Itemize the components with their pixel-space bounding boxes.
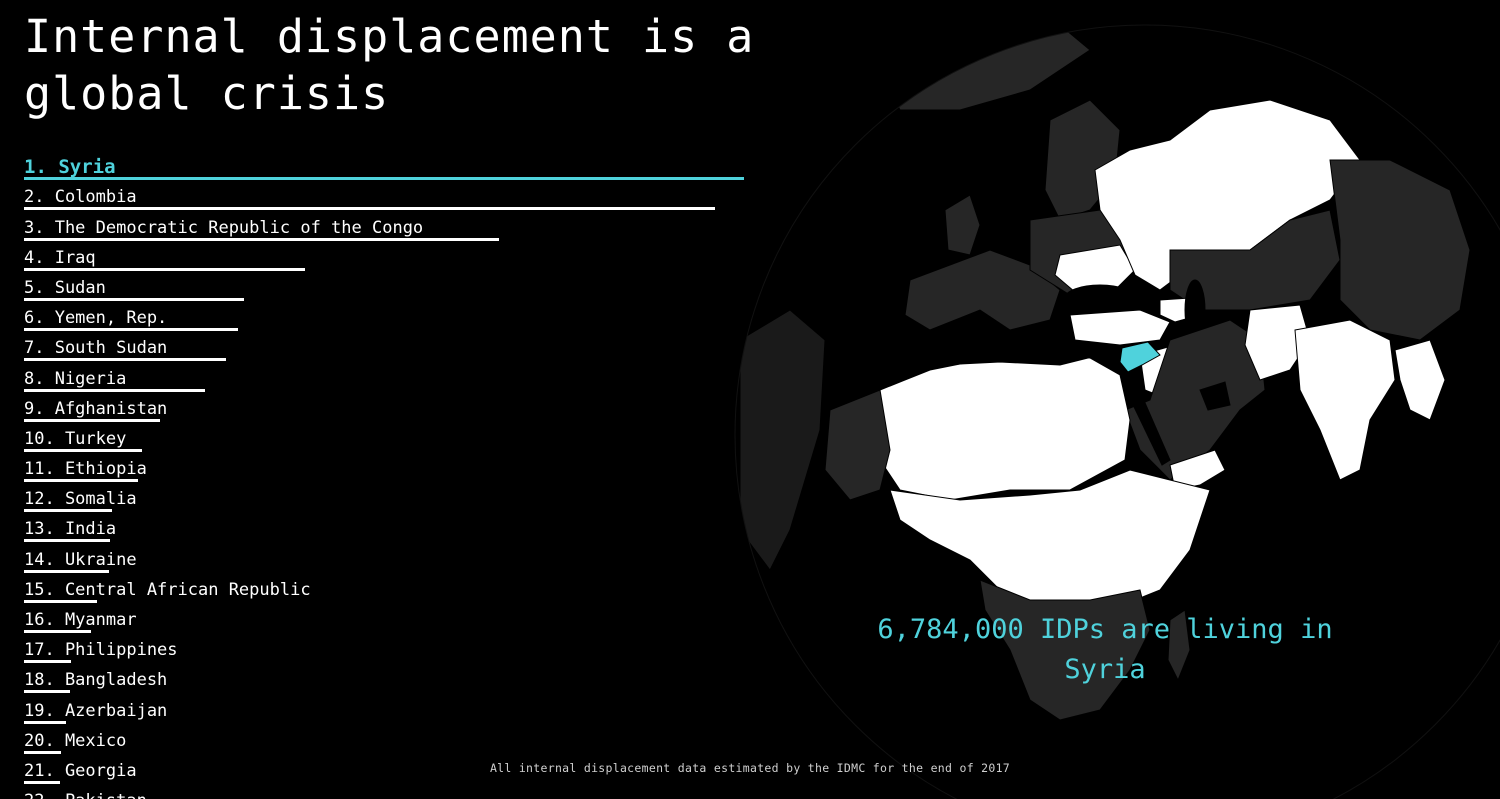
country-rank-item[interactable]: 5. Sudan <box>24 273 764 303</box>
country-rank-label: 17. Philippines <box>24 640 178 661</box>
country-rank-label: 8. Nigeria <box>24 368 127 389</box>
region-north-africa <box>879 354 1131 501</box>
country-rank-bar <box>24 267 306 271</box>
country-rank-item[interactable]: 4. Iraq <box>24 243 764 273</box>
country-afghanistan-pakistan <box>1244 304 1311 381</box>
country-rank-label: 2. Colombia <box>24 187 137 208</box>
black-sea <box>1064 284 1136 312</box>
region-east-asia <box>1329 159 1471 341</box>
page-title: Internal displacement is a global crisis <box>24 10 755 120</box>
country-rank-label: 10. Turkey <box>24 428 127 449</box>
region-western-europe <box>904 249 1061 331</box>
country-rank-bar <box>24 448 143 452</box>
country-rank-item[interactable]: 19. Azerbaijan <box>24 695 764 725</box>
country-ranking-list: 1. Syria 2. Colombia 3. The Democratic Rep… <box>24 152 764 799</box>
source-note: All internal displacement data estimated… <box>489 761 1011 775</box>
country-rank-bar <box>24 177 744 181</box>
country-bangladesh-myanmar <box>1394 339 1446 421</box>
country-rank-label: 3. The Democratic Republic of the Congo <box>24 217 424 238</box>
country-rank-label: 4. Iraq <box>24 247 96 268</box>
country-rank-label: 14. Ukraine <box>24 549 137 570</box>
country-rank-bar <box>24 418 161 422</box>
country-rank-item[interactable]: 13. India <box>24 514 764 544</box>
country-rank-label: 18. Bangladesh <box>24 670 168 691</box>
country-rank-label: 1. Syria <box>24 156 116 179</box>
red-sea <box>1121 379 1171 466</box>
country-rank-label: 19. Azerbaijan <box>24 700 168 721</box>
country-rank-bar <box>24 509 112 513</box>
region-west-africa <box>824 389 891 501</box>
country-rank-label: 22. Pakistan <box>24 791 147 799</box>
country-rank-bar <box>24 569 109 573</box>
country-rank-item[interactable]: 18. Bangladesh <box>24 665 764 695</box>
country-rank-item[interactable]: 1. Syria <box>24 152 764 182</box>
country-rank-bar <box>24 237 500 241</box>
country-rank-item[interactable]: 15. Central African Republic <box>24 575 764 605</box>
country-rank-item[interactable]: 10. Turkey <box>24 424 764 454</box>
country-rank-bar <box>24 660 72 664</box>
country-rank-label: 6. Yemen, Rep. <box>24 308 168 329</box>
idp-caption: 6,784,000 IDPs are living in Syria <box>830 610 1380 690</box>
country-rank-item[interactable]: 3. The Democratic Republic of the Congo <box>24 212 764 242</box>
country-rank-item[interactable]: 11. Ethiopia <box>24 454 764 484</box>
country-rank-bar <box>24 207 715 211</box>
country-rank-item[interactable]: 7. South Sudan <box>24 333 764 363</box>
globe-map[interactable] <box>730 10 1500 799</box>
country-india <box>1294 319 1396 481</box>
country-rank-item[interactable]: 16. Myanmar <box>24 605 764 635</box>
persian-gulf <box>1199 381 1231 411</box>
country-rank-label: 16. Myanmar <box>24 610 137 630</box>
country-rank-bar <box>24 780 60 784</box>
country-rank-label: 9. Afghanistan <box>24 398 168 419</box>
country-rank-item[interactable]: 12. Somalia <box>24 484 764 514</box>
country-rank-label: 7. South Sudan <box>24 338 168 359</box>
mediterranean-sea <box>908 334 1101 366</box>
country-rank-bar <box>24 750 61 754</box>
country-rank-label: 11. Ethiopia <box>24 459 147 480</box>
country-rank-bar <box>24 297 244 301</box>
country-rank-item[interactable]: 22. Pakistan <box>24 786 764 799</box>
country-russia <box>1094 99 1361 291</box>
region-southern-africa <box>979 579 1151 721</box>
country-united-kingdom <box>944 194 981 256</box>
country-rank-item[interactable]: 9. Afghanistan <box>24 394 764 424</box>
country-madagascar <box>1167 609 1191 682</box>
country-rank-bar <box>24 328 238 332</box>
country-rank-bar <box>24 630 92 633</box>
country-rank-item[interactable]: 2. Colombia <box>24 182 764 212</box>
region-central-east-africa <box>889 469 1211 611</box>
caption-text: IDPs are living in <box>1039 614 1333 645</box>
caption-country: Syria <box>1064 654 1146 685</box>
country-rank-bar <box>24 720 66 724</box>
country-rank-bar <box>24 539 110 543</box>
country-rank-label: 12. Somalia <box>24 489 137 510</box>
country-rank-item[interactable]: 8. Nigeria <box>24 363 764 393</box>
country-rank-bar <box>24 358 226 362</box>
country-syria-highlight[interactable] <box>1119 341 1161 373</box>
country-rank-label: 13. India <box>24 519 117 540</box>
globe-outline <box>734 24 1500 799</box>
country-rank-bar <box>24 388 206 392</box>
country-rank-item[interactable]: 6. Yemen, Rep. <box>24 303 764 333</box>
country-turkey <box>1069 309 1171 346</box>
globe-svg <box>734 24 1500 799</box>
country-rank-label: 15. Central African Republic <box>24 579 311 600</box>
country-rank-item[interactable]: 14. Ukraine <box>24 544 764 574</box>
country-rank-label: 5. Sudan <box>24 277 106 298</box>
country-rank-label: 20. Mexico <box>24 730 127 751</box>
country-rank-bar <box>24 599 98 603</box>
country-rank-item[interactable]: 20. Mexico <box>24 726 764 756</box>
country-rank-item[interactable]: 21. Georgia <box>24 756 764 786</box>
country-rank-bar <box>24 690 70 694</box>
country-rank-bar <box>24 479 139 483</box>
caption-number: 6,784,000 <box>877 614 1024 645</box>
country-rank-label: 21. Georgia <box>24 760 137 781</box>
country-rank-item[interactable]: 17. Philippines <box>24 635 764 665</box>
